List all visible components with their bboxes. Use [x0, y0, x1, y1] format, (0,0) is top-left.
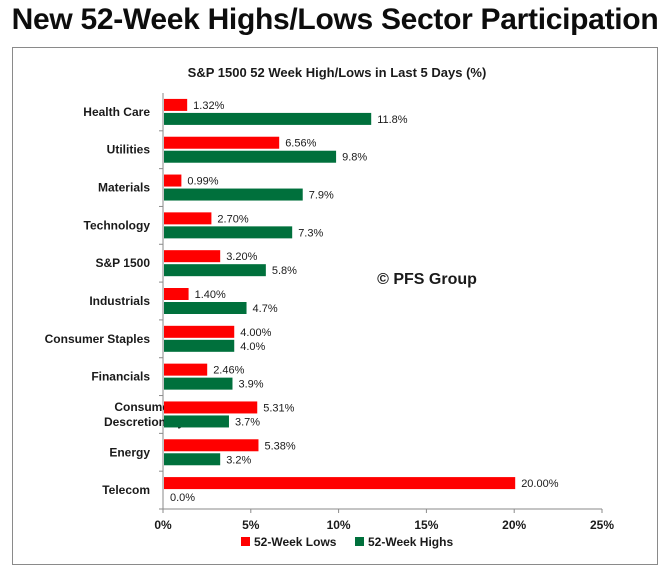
x-tick-label: 25%: [590, 518, 614, 532]
legend-label-highs: 52-Week Highs: [368, 535, 453, 549]
page-title: New 52-Week Highs/Lows Sector Participat…: [11, 3, 659, 36]
chart-title: S&P 1500 52 Week High/Lows in Last 5 Day…: [188, 65, 487, 80]
highs-bar: [164, 415, 229, 428]
category-label: Technology: [84, 218, 151, 232]
category-label: Utilities: [107, 143, 151, 157]
lows-bar: [164, 288, 189, 300]
highs-bar: [164, 302, 247, 314]
highs-bar: [164, 264, 266, 277]
lows-bar: [164, 174, 182, 187]
lows-data-label: 2.70%: [217, 213, 248, 225]
lows-bar: [164, 136, 280, 149]
lows-bar: [164, 250, 221, 263]
lows-bar: [164, 212, 212, 225]
category-label: Consumer Staples: [45, 332, 151, 346]
lows-data-label: 5.38%: [264, 440, 295, 452]
legend-swatch-lows: [241, 537, 250, 546]
lows-bar: [164, 439, 259, 452]
highs-bar: [164, 377, 233, 390]
lows-data-label: 6.56%: [285, 138, 316, 150]
lows-data-label: 20.00%: [521, 478, 559, 490]
highs-bar: [164, 150, 337, 163]
lows-data-label: 1.32%: [193, 100, 224, 112]
highs-data-label: 0.0%: [170, 492, 195, 504]
lows-bar: [164, 477, 516, 490]
highs-data-label: 4.7%: [253, 303, 278, 315]
highs-bar: [164, 226, 293, 239]
category-label: Industrials: [89, 294, 150, 308]
lows-bar: [164, 401, 258, 414]
x-tick-label: 5%: [242, 518, 260, 532]
category-label: S&P 1500: [96, 256, 151, 270]
lows-data-label: 5.31%: [263, 402, 294, 414]
lows-data-label: 3.20%: [226, 251, 257, 263]
highs-data-label: 3.9%: [238, 379, 263, 391]
category-label: Energy: [109, 445, 150, 459]
highs-data-label: 9.8%: [342, 152, 367, 164]
x-tick-label: 10%: [327, 518, 351, 532]
lows-data-label: 0.99%: [187, 176, 218, 188]
legend-swatch-highs: [355, 537, 364, 546]
highs-bar: [164, 339, 235, 352]
highs-data-label: 3.7%: [235, 416, 260, 428]
highs-data-label: 3.2%: [226, 454, 251, 466]
highs-data-label: 7.3%: [298, 227, 323, 239]
highs-data-label: 4.0%: [240, 341, 265, 353]
x-tick-label: 20%: [502, 518, 526, 532]
category-label: Health Care: [83, 105, 150, 119]
highs-data-label: 7.9%: [309, 190, 334, 202]
category-label: Consumer: [114, 400, 174, 414]
legend-label-lows: 52-Week Lows: [254, 535, 337, 549]
highs-bar: [164, 453, 221, 466]
lows-data-label: 1.40%: [195, 289, 226, 301]
plot-area: 0% 5% 10% 15% 20% 25% Health Care 1.32% 11.8% Uti…: [45, 93, 614, 549]
highs-bar: [164, 112, 372, 125]
highs-data-label: 5.8%: [272, 265, 297, 277]
lows-bar: [164, 325, 235, 338]
category-label: Financials: [91, 370, 150, 384]
lows-data-label: 4.00%: [240, 327, 271, 339]
category-label: Telecom: [102, 483, 150, 497]
lows-bar: [164, 98, 188, 111]
highs-bar: [164, 188, 303, 201]
x-tick-label: 0%: [154, 518, 172, 532]
watermark-text: © PFS Group: [377, 271, 477, 288]
category-label: Materials: [98, 181, 150, 195]
lows-bar: [164, 363, 208, 376]
lows-data-label: 2.46%: [213, 365, 244, 377]
highs-data-label: 11.8%: [377, 114, 408, 126]
x-tick-label: 15%: [414, 518, 438, 532]
